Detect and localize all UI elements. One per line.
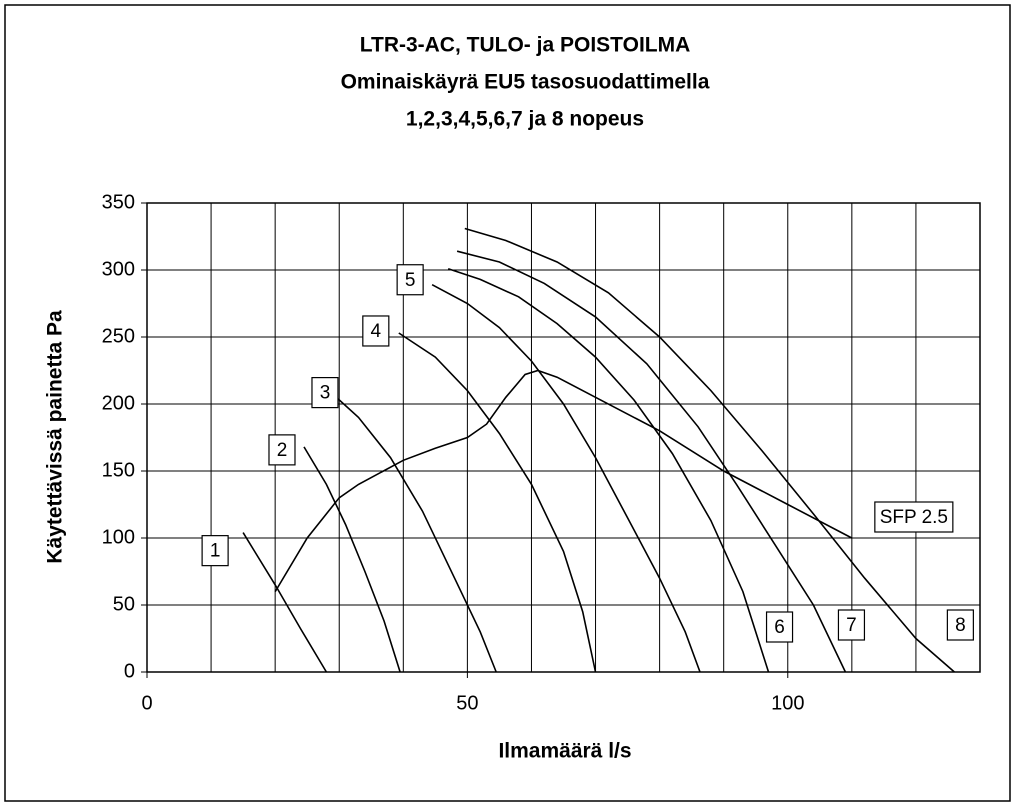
x-tick-label: 0 — [141, 692, 152, 714]
y-tick-label: 0 — [124, 660, 135, 682]
series-line — [328, 390, 497, 673]
chart-title: 1,2,3,4,5,6,7 ja 8 nopeus — [406, 108, 644, 131]
y-tick-label: 200 — [102, 392, 135, 414]
y-tick-label: 250 — [102, 325, 135, 347]
y-axis-label: Käytettävissä painetta Pa — [44, 310, 67, 564]
y-tick-label: 150 — [102, 459, 135, 481]
series-line — [274, 369, 853, 593]
series-label: 8 — [955, 615, 966, 636]
x-axis-label: Ilmamäärä l/s — [498, 740, 631, 763]
series-line — [431, 283, 701, 673]
x-tick-label: 100 — [771, 692, 804, 714]
series-label: 2 — [277, 440, 288, 461]
series-label: 6 — [774, 617, 785, 638]
series-label: SFP 2.5 — [880, 507, 948, 528]
series-label: 5 — [405, 270, 416, 291]
series-line — [447, 267, 770, 673]
y-tick-label: 350 — [102, 191, 135, 213]
y-tick-label: 50 — [113, 593, 135, 615]
series-label-box — [946, 609, 974, 641]
series-line — [464, 227, 955, 673]
series-label-box — [874, 501, 954, 533]
series-label-box — [765, 611, 794, 643]
plot-border — [146, 202, 981, 673]
series-label-box — [311, 377, 339, 409]
series-label-box — [201, 535, 229, 567]
series-line — [398, 332, 597, 673]
series-label: 1 — [210, 541, 221, 562]
series-label-box — [362, 315, 390, 347]
series-line — [303, 446, 401, 673]
y-tick-label: 100 — [102, 526, 135, 548]
chart-title: LTR-3-AC, TULO- ja POISTOILMA — [360, 34, 691, 57]
series-label-box — [396, 264, 424, 296]
series-label-box — [837, 609, 866, 641]
series-line — [242, 532, 328, 673]
x-tick-label: 50 — [456, 692, 478, 714]
chart-title: Ominaiskäyrä EU5 tasosuodattimella — [341, 71, 710, 94]
series-label: 3 — [320, 383, 331, 404]
series-label-box — [268, 434, 296, 466]
series-line — [456, 250, 847, 673]
series-label: 7 — [846, 615, 857, 636]
y-tick-label: 300 — [102, 258, 135, 280]
series-label: 4 — [371, 321, 382, 342]
